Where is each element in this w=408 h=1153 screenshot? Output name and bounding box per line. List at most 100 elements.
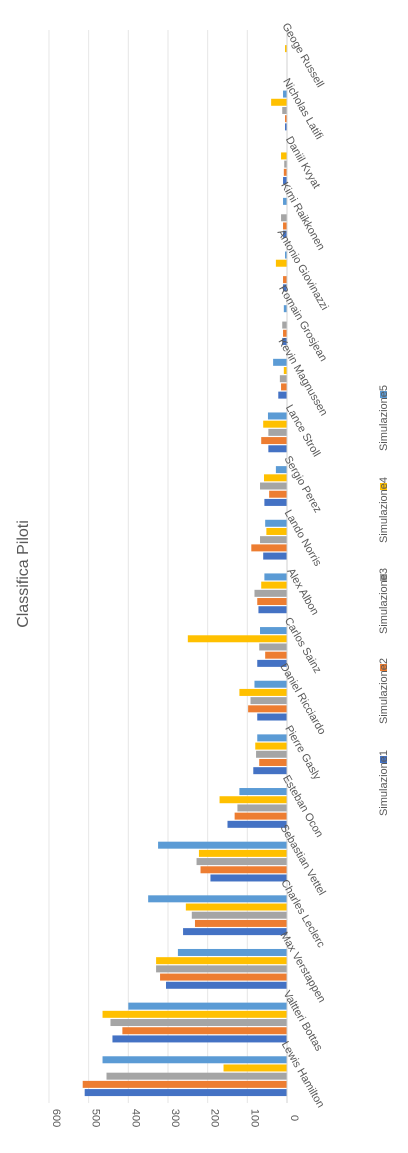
bar-simulazione1 bbox=[210, 874, 287, 882]
bar-simulazione2 bbox=[82, 1080, 288, 1088]
legend-swatch bbox=[380, 483, 387, 490]
bar-simulazione3 bbox=[260, 482, 287, 490]
bar-simulazione4 bbox=[263, 420, 287, 428]
bar-simulazione4 bbox=[281, 152, 287, 160]
bar-simulazione1 bbox=[268, 445, 287, 453]
value-tick-label: 300 bbox=[169, 1109, 181, 1127]
bar-simulazione1 bbox=[283, 177, 287, 185]
bar-simulazione1 bbox=[257, 713, 287, 721]
bar-simulazione1 bbox=[283, 230, 287, 238]
bar-simulazione3 bbox=[260, 536, 287, 544]
bar-simulazione3 bbox=[191, 911, 287, 919]
bar-simulazione1 bbox=[227, 820, 287, 828]
legend-label: Simulazione4 bbox=[378, 477, 390, 543]
bar-simulazione2 bbox=[269, 490, 287, 498]
value-tick-label: 400 bbox=[129, 1109, 141, 1127]
bar-simulazione5 bbox=[239, 788, 287, 796]
bar-simulazione2 bbox=[248, 705, 287, 713]
bar-simulazione5 bbox=[102, 1056, 287, 1064]
bar-simulazione3 bbox=[256, 750, 287, 758]
chart-title: Classifica Piloti bbox=[15, 520, 32, 628]
bar-simulazione2 bbox=[234, 812, 287, 820]
bar-simulazione2 bbox=[283, 222, 287, 230]
bar-simulazione3 bbox=[156, 965, 287, 973]
bar-simulazione3 bbox=[250, 697, 287, 705]
bar-simulazione5 bbox=[283, 90, 287, 98]
bar-simulazione5 bbox=[273, 358, 287, 366]
bar-simulazione3 bbox=[284, 160, 287, 168]
value-tick-label: 200 bbox=[209, 1109, 221, 1127]
bar-simulazione3 bbox=[279, 375, 287, 383]
bar-simulazione2 bbox=[122, 1027, 287, 1035]
bar-simulazione4 bbox=[156, 957, 287, 965]
bar-simulazione4 bbox=[198, 849, 287, 857]
bar-simulazione4 bbox=[275, 259, 287, 267]
bar-simulazione2 bbox=[281, 383, 287, 391]
bar-simulazione2 bbox=[251, 544, 287, 552]
bar-simulazione2 bbox=[257, 598, 287, 606]
bar-simulazione3 bbox=[281, 214, 287, 222]
bar-simulazione5 bbox=[285, 251, 287, 259]
bar-simulazione2 bbox=[285, 115, 287, 123]
bar-simulazione2 bbox=[265, 651, 287, 659]
bar-simulazione4 bbox=[223, 1064, 287, 1072]
bar-simulazione4 bbox=[219, 796, 287, 804]
bar-simulazione3 bbox=[237, 804, 287, 812]
bar-simulazione4 bbox=[187, 635, 287, 643]
bar-simulazione5 bbox=[283, 305, 287, 313]
value-axis-ticks: 0 100 200 300 400 500 600 bbox=[50, 1109, 300, 1127]
legend-swatch bbox=[380, 391, 387, 398]
bar-simulazione5 bbox=[264, 573, 287, 581]
bar-simulazione1 bbox=[263, 552, 287, 560]
bar-simulazione3 bbox=[282, 106, 287, 114]
bar-simulazione5 bbox=[267, 412, 287, 420]
legend-label: Simulazione3 bbox=[378, 568, 390, 634]
bar-simulazione4 bbox=[261, 581, 287, 589]
bar-simulazione2 bbox=[200, 866, 287, 874]
bar-simulazione1 bbox=[264, 498, 287, 506]
bar-simulazione2 bbox=[283, 329, 287, 337]
bar-simulazione4 bbox=[283, 367, 287, 375]
bar-simulazione1 bbox=[258, 606, 287, 614]
bar-simulazione1 bbox=[183, 928, 287, 936]
bar-simulazione5 bbox=[148, 895, 287, 903]
bar-simulazione5 bbox=[177, 948, 287, 956]
bar-simulazione4 bbox=[255, 742, 287, 750]
bar-simulazione5 bbox=[257, 734, 287, 742]
bar-simulazione4 bbox=[239, 688, 287, 696]
bar-simulazione5 bbox=[254, 680, 287, 688]
bar-simulazione5 bbox=[275, 466, 287, 474]
bar-simulazione3 bbox=[106, 1072, 288, 1080]
bar-simulazione3 bbox=[282, 321, 287, 329]
bar-simulazione1 bbox=[257, 659, 287, 667]
bars-group bbox=[82, 45, 288, 1097]
bar-simulazione5 bbox=[283, 197, 287, 205]
legend-label: Simulazione5 bbox=[378, 385, 390, 451]
bar-simulazione5 bbox=[158, 841, 287, 849]
bar-simulazione5 bbox=[128, 1002, 287, 1010]
bar-simulazione4 bbox=[185, 903, 287, 911]
bar-simulazione5 bbox=[260, 627, 287, 635]
bar-simulazione4 bbox=[285, 45, 287, 53]
bar-simulazione4 bbox=[266, 527, 287, 535]
bar-simulazione2 bbox=[160, 973, 287, 981]
bar-simulazione4 bbox=[102, 1010, 287, 1018]
value-tick-label: 600 bbox=[50, 1109, 62, 1127]
bar-simulazione3 bbox=[259, 643, 287, 651]
bar-simulazione1 bbox=[166, 981, 287, 989]
legend-swatch bbox=[380, 664, 387, 671]
bar-simulazione1 bbox=[84, 1089, 287, 1097]
bar-simulazione4 bbox=[263, 474, 287, 482]
bar-simulazione3 bbox=[196, 858, 287, 866]
bar-simulazione2 bbox=[283, 168, 287, 176]
bar-simulazione3 bbox=[110, 1019, 287, 1027]
bar-simulazione1 bbox=[283, 284, 287, 292]
legend-swatch bbox=[380, 756, 387, 763]
bar-simulazione1 bbox=[282, 337, 287, 345]
value-tick-label: 0 bbox=[288, 1115, 300, 1121]
bar-simulazione3 bbox=[254, 589, 287, 597]
bar-simulazione4 bbox=[271, 98, 287, 106]
